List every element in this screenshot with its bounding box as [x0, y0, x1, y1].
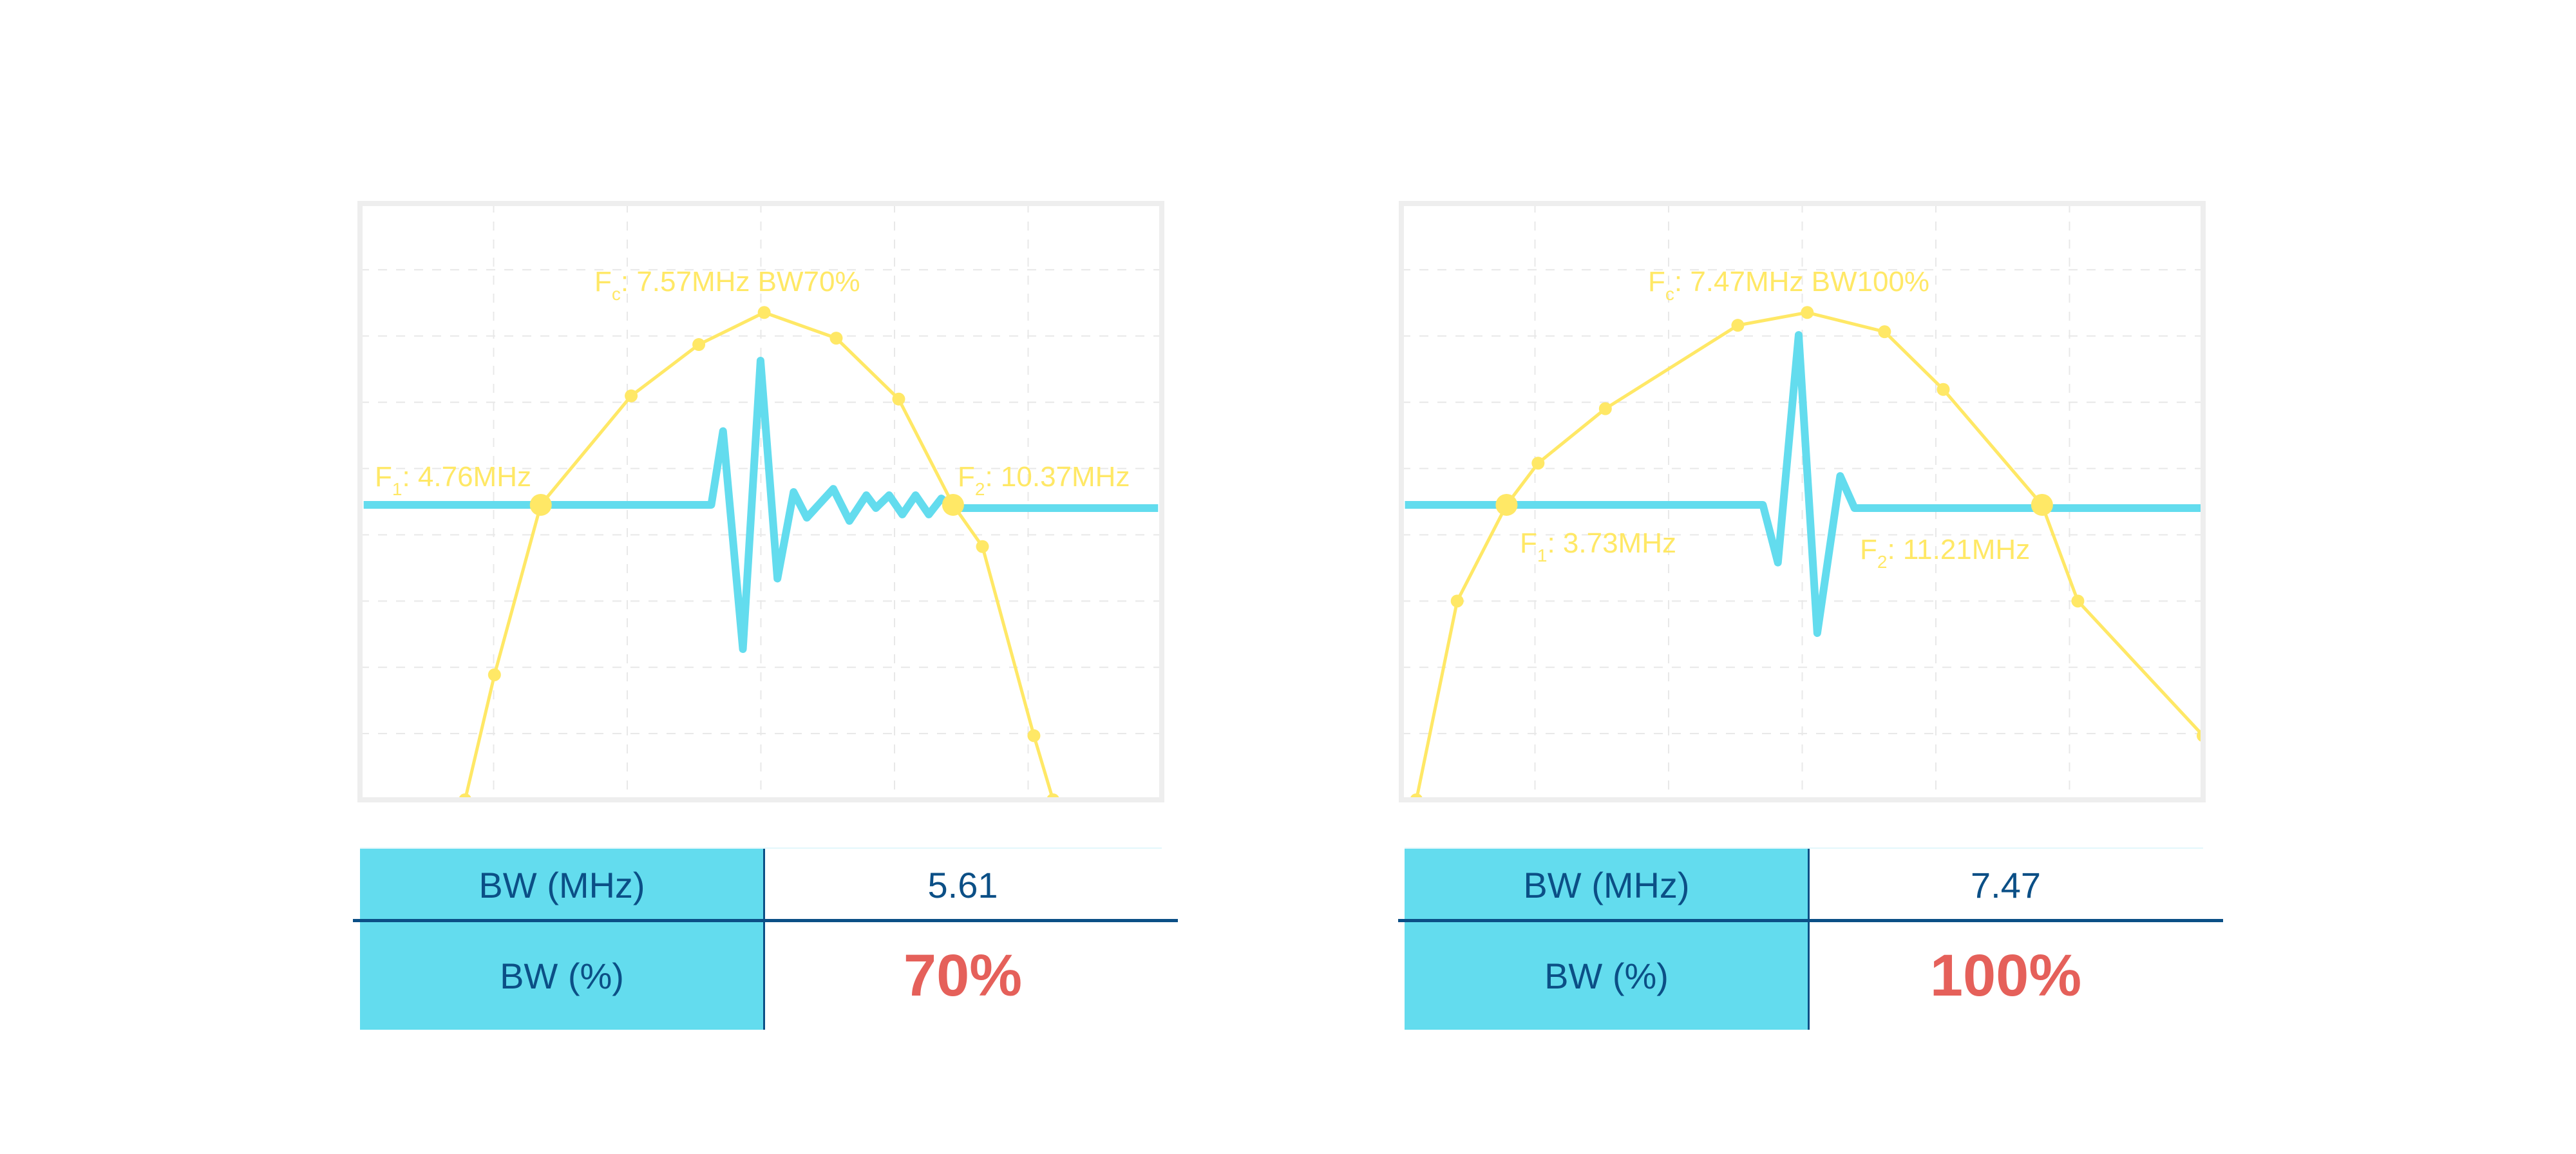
bw-mhz-value: 5.61 — [927, 865, 998, 905]
spectrum-point — [976, 540, 989, 553]
label-subscript: c — [612, 284, 621, 304]
f1-label: F1: 3.73MHz — [1520, 527, 1676, 565]
bw-mhz-label: BW (MHz) — [360, 849, 764, 922]
chart-left: Fc: 7.57MHz BW70%F1: 4.76MHz F2: 10.37MHz — [357, 201, 1164, 802]
bw-percent-value: 70% — [903, 942, 1023, 1008]
row-divider-right — [1398, 919, 2223, 922]
label-value: : 10.37MHz — [985, 461, 1130, 493]
bw-percent-label: BW (%) — [360, 922, 764, 1030]
spectrum-point — [1531, 457, 1545, 470]
chart-frame — [357, 201, 1164, 802]
bandwidth-table-left: BW (MHz) 5.61 BW (%) 70% — [360, 847, 1162, 1030]
label-value: : 11.21MHz — [1887, 534, 2030, 565]
spectrum-line — [463, 310, 1055, 800]
waveform-line — [363, 356, 1159, 654]
cutoff-marker — [529, 493, 552, 516]
spectrum-point — [488, 668, 501, 681]
spectrum-point — [1027, 729, 1041, 743]
label-value: : 4.76MHz — [402, 461, 531, 493]
spectrum-point — [1878, 325, 1891, 339]
column-divider — [1808, 849, 1810, 1030]
bw-percent-value: 100% — [1929, 942, 2082, 1008]
label-symbol: F — [1520, 527, 1537, 559]
spectrum-point — [1450, 594, 1464, 608]
f2-label: F2: 10.37MHz — [958, 461, 1130, 499]
label-subscript: 1 — [392, 479, 402, 499]
spectrum-line — [1414, 310, 2203, 800]
spectrum-point — [829, 332, 843, 345]
label-value: : 7.57MHz BW70% — [621, 266, 860, 298]
chart-right: Fc: 7.47MHz BW100%F1: 3.73MHz F2: 11.21MH… — [1399, 201, 2206, 802]
label-value: : 7.47MHz BW100% — [1674, 266, 1929, 298]
cutoff-marker — [942, 493, 964, 516]
chart-frame — [1399, 201, 2206, 802]
label-symbol: F — [1860, 534, 1877, 565]
waveform-line — [1405, 331, 2203, 638]
f2-label: F2: 11.21MHz — [1860, 534, 2030, 572]
bw-percent-label: BW (%) — [1405, 922, 1808, 1030]
spectrum-point — [1731, 319, 1745, 332]
spectrum-point — [892, 392, 905, 406]
cutoff-marker — [2031, 493, 2053, 516]
spectrum-point — [2071, 594, 2085, 608]
spectrum-point — [1801, 306, 1814, 319]
column-divider — [763, 849, 765, 1030]
spectrum-point — [1937, 383, 1950, 396]
label-symbol: F — [958, 461, 975, 493]
f1-label: F1: 4.76MHz — [375, 461, 531, 499]
fc-label: Fc: 7.57MHz BW70% — [594, 266, 860, 304]
spectrum-point — [692, 338, 706, 352]
label-subscript: c — [1665, 284, 1674, 304]
row-divider-left — [353, 919, 1178, 922]
label-symbol: F — [594, 266, 612, 298]
label-subscript: 2 — [1877, 552, 1888, 572]
bw-mhz-label: BW (MHz) — [1405, 849, 1808, 922]
spectrum-point — [1598, 402, 1612, 415]
label-symbol: F — [375, 461, 392, 493]
label-symbol: F — [1648, 266, 1665, 298]
cutoff-marker — [1495, 493, 1518, 516]
label-value: : 3.73MHz — [1547, 527, 1676, 559]
label-subscript: 2 — [975, 479, 985, 499]
bandwidth-table-right: BW (MHz) 7.47 BW (%) 100% — [1405, 847, 2203, 1030]
bw-mhz-value: 7.47 — [1971, 865, 2041, 905]
spectrum-point — [625, 389, 638, 402]
fc-label: Fc: 7.47MHz BW100% — [1648, 266, 1929, 304]
spectrum-point — [757, 306, 771, 319]
label-subscript: 1 — [1537, 545, 1548, 565]
